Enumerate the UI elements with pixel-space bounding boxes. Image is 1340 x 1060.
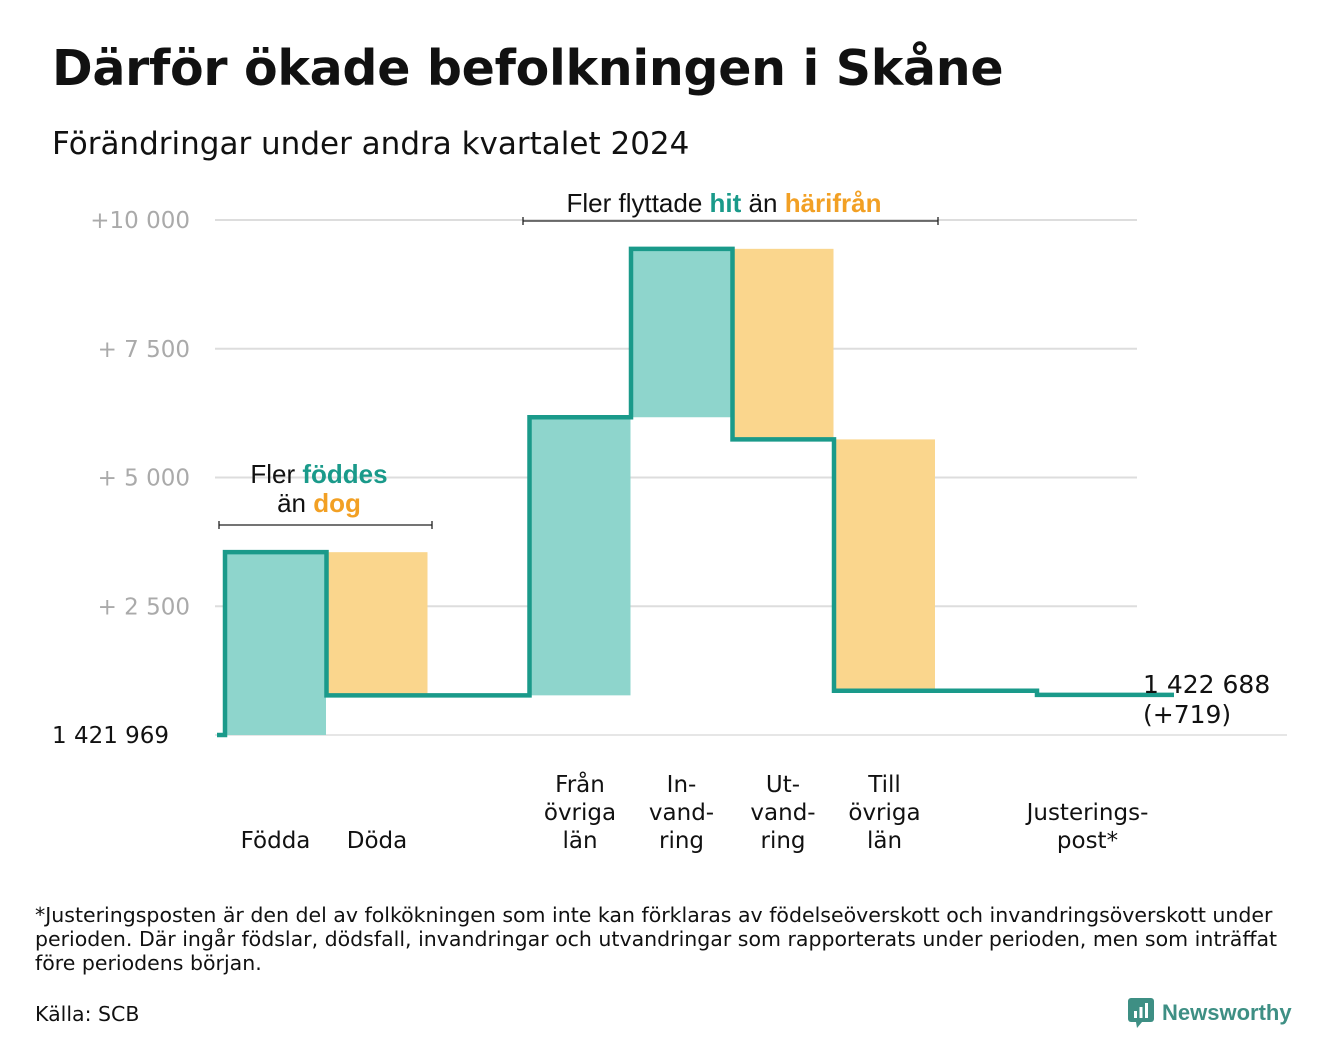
y-tick-label: + 2 500 — [98, 594, 190, 620]
annotation-segment: Fler — [250, 459, 302, 489]
cumulative-step-line — [217, 246, 1174, 738]
category-label: Från — [555, 770, 605, 798]
waterfall-chart: + 2 500 + 5 000 + 7 500 +10 000 1 421 969 Föd… — [52, 188, 1287, 854]
annotation-segment: föddes — [302, 459, 387, 489]
bar-utvandring — [732, 248, 834, 440]
category-label: post* — [1057, 828, 1118, 854]
bar-invandring — [631, 248, 732, 418]
category-label: län — [867, 828, 902, 854]
footnote: *Justeringsposten är den del av folkökni… — [35, 903, 1278, 975]
category-label: vand- — [750, 800, 815, 826]
bar-till — [834, 439, 935, 691]
y-tick-label: + 7 500 — [98, 337, 190, 363]
annotation-segment: än — [741, 188, 784, 218]
category-label: Justerings- — [1025, 800, 1149, 826]
category-label: övriga — [544, 800, 616, 826]
category-label: övriga — [848, 800, 920, 826]
source-note: Källa: SCB — [35, 1002, 140, 1026]
category-label: vand- — [649, 800, 714, 826]
category-label: Döda — [347, 828, 407, 854]
y-tick-label: + 5 000 — [98, 466, 190, 492]
annotation-segment: härifrån — [785, 188, 882, 218]
brand-logo: Newsworthy — [1128, 998, 1292, 1028]
end-change-label: (+719) — [1143, 700, 1231, 729]
end-value-label: 1 422 688 — [1143, 670, 1270, 699]
category-label: In- — [667, 772, 697, 798]
category-label: Till — [867, 772, 901, 798]
category-label: Ut- — [766, 772, 800, 798]
bar-fodda — [225, 552, 326, 735]
category-label: Födda — [241, 828, 311, 854]
annotation-segment: dog — [313, 488, 361, 518]
category-label: län — [562, 828, 597, 854]
y-tick-label: +10 000 — [90, 208, 190, 234]
migration-annotation: Fler flyttade hit än härifrån — [566, 188, 881, 218]
births-annotation: Fler föddes — [250, 459, 387, 489]
category-label: ring — [659, 828, 704, 854]
births-annotation: än dog — [277, 488, 361, 518]
chart-subtitle: Förändringar under andra kvartalet 2024 — [52, 126, 690, 162]
bar-fran — [529, 417, 631, 696]
chart-title: Därför ökade befolkningen i Skåne — [52, 40, 1004, 97]
newsworthy-logo-icon — [1128, 998, 1154, 1028]
category-label: ring — [760, 828, 805, 854]
annotation-segment: Fler flyttade — [566, 188, 709, 218]
brand-name: Newsworthy — [1162, 1000, 1292, 1025]
annotation-segment: än — [277, 488, 313, 518]
baseline-value-label: 1 421 969 — [52, 723, 169, 749]
annotation-segment: hit — [710, 188, 742, 218]
bar-doda — [326, 552, 428, 696]
